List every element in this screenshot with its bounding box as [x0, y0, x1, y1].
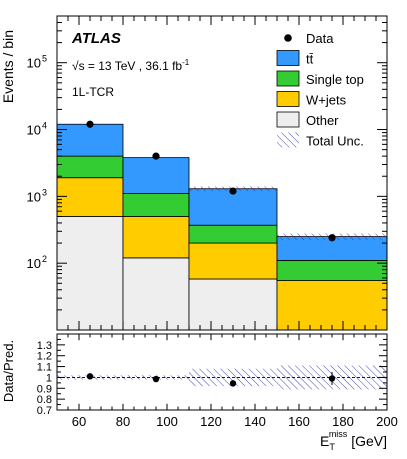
ratio-point-1 [152, 375, 160, 383]
ratio-point-2 [229, 380, 237, 387]
ratio-data-points [86, 372, 336, 387]
x-axis-title: ETmiss [GeV] [320, 429, 387, 452]
legend-swatch-tt- [276, 50, 300, 66]
x-axis-title-sup: miss [329, 429, 348, 439]
legend-swatch-w-jets [276, 91, 300, 107]
experiment-label: ATLAS [71, 30, 121, 47]
x-tick-label-60: 60 [72, 414, 86, 429]
y-tick-label-exp-1e3: 3 [42, 187, 47, 197]
legend-label-tt-: tt̄ [306, 52, 314, 67]
x-axis-title-sub: T [329, 442, 335, 452]
ratio-point-3 [328, 375, 336, 382]
legend-label-w-jets: W+jets [306, 93, 347, 108]
energy-lumi-text: √s = 13 TeV , 36.1 fb [72, 59, 182, 73]
y-tick-label-exp-1e5: 5 [42, 54, 47, 64]
bar-single-top-bin-0 [56, 155, 124, 179]
y-tick-label-1e2: 10 [27, 256, 41, 271]
ratio-panel: 60 80 100 120 140 160 180 200 0.70.80.911.11.21.… [37, 333, 398, 429]
x-tick-label-160: 160 [288, 414, 310, 429]
y-axis-title-ratio: Data/Pred. [1, 340, 16, 402]
energy-lumi-label: √s = 13 TeV , 36.1 fb-1 [72, 58, 190, 73]
ratio-y-tick-label-0.7: 0.7 [37, 405, 52, 417]
bar-other-bin-0 [56, 216, 124, 331]
legend-swatch-total-unc- [277, 132, 299, 148]
x-tick-label-200: 200 [376, 414, 398, 429]
bar-single-top-bin-3 [276, 260, 388, 281]
bar-w-jets-bin-1 [122, 216, 190, 259]
legend-swatch-single-top [276, 70, 300, 87]
stacked-histograms [56, 123, 388, 331]
y-tick-label-1e3: 10 [27, 189, 41, 204]
legend-label-single-top: Single top [306, 72, 364, 87]
x-tick-label-180: 180 [332, 414, 354, 429]
bar-single-top-bin-2 [188, 224, 278, 244]
data-point-1 [152, 152, 160, 160]
bar-w-jets-bin-2 [188, 242, 278, 280]
bar-w-jets-bin-3 [276, 280, 388, 331]
x-axis-title-unit: [GeV] [347, 433, 387, 449]
ratio-panel-ticks: 60 80 100 120 140 160 180 200 0.70.80.911.11.21.… [37, 333, 398, 429]
bar-single-top-bin-1 [122, 193, 190, 217]
data-point-0 [86, 120, 94, 128]
x-tick-label-140: 140 [244, 414, 266, 429]
bar-tt--bin-0 [56, 123, 124, 157]
ratio-point-0 [86, 373, 94, 380]
legend: Data tt̄ Single top W+jets Other Total Unc. [276, 31, 364, 149]
ratio-y-tick-label-1.1: 1.1 [37, 362, 52, 374]
bar-tt--bin-1 [122, 157, 190, 194]
ratio-y-tick-label-0.9: 0.9 [37, 383, 52, 395]
data-points [86, 120, 336, 242]
legend-label-data: Data [306, 31, 334, 46]
y-tick-label-1e4: 10 [27, 123, 41, 138]
x-tick-label-100: 100 [156, 414, 178, 429]
data-point-2 [229, 187, 237, 195]
x-tick-label-120: 120 [200, 414, 222, 429]
energy-lumi-superscript: -1 [182, 58, 190, 67]
legend-marker-data [284, 34, 292, 42]
x-axis-title-main: E [320, 433, 329, 449]
ratio-y-tick-label-1: 1 [46, 372, 52, 384]
legend-label-total-unc-: Total Unc. [306, 134, 364, 149]
bar-w-jets-bin-0 [56, 177, 124, 217]
data-point-3 [328, 234, 336, 242]
ratio-y-tick-label-0.8: 0.8 [37, 394, 52, 406]
y-axis-title-top: Events / bin [0, 30, 16, 103]
ratio-y-tick-label-1.2: 1.2 [37, 351, 52, 363]
x-tick-label-80: 80 [116, 414, 130, 429]
bar-tt--bin-2 [188, 188, 278, 226]
legend-label-other: Other [306, 113, 339, 128]
ratio-y-tick-label-1.3: 1.3 [37, 340, 52, 352]
bar-other-bin-2 [188, 278, 278, 331]
y-tick-label-exp-1e4: 4 [42, 121, 47, 131]
bar-other-bin-1 [122, 257, 190, 331]
region-label: 1L-TCR [72, 85, 114, 99]
legend-swatch-other [276, 111, 300, 128]
y-tick-label-exp-1e2: 2 [42, 254, 47, 264]
y-tick-label-1e5: 10 [27, 56, 41, 71]
